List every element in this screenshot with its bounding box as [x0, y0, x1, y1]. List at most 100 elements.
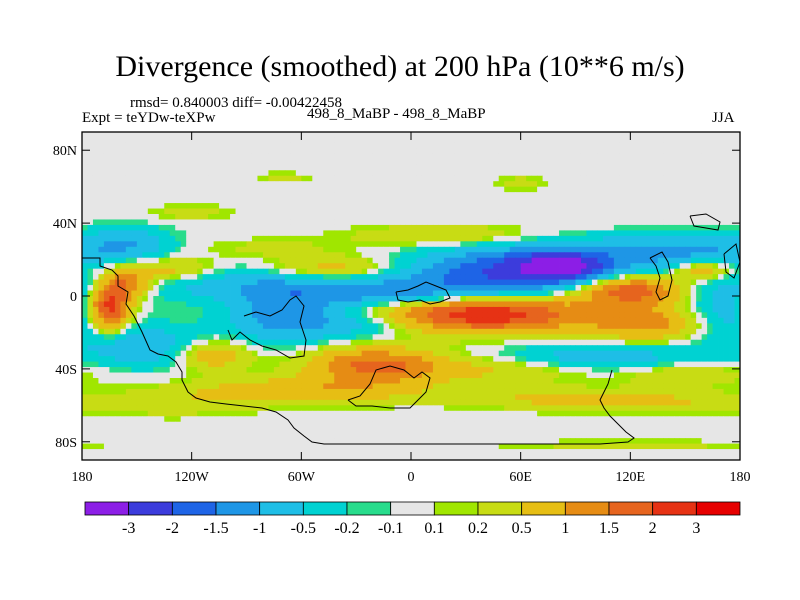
- field-cell: [290, 306, 297, 313]
- field-cell: [350, 142, 357, 149]
- field-cell: [164, 192, 171, 198]
- field-cell: [707, 137, 713, 144]
- field-cell: [279, 263, 286, 270]
- field-cell: [290, 170, 297, 177]
- field-cell: [597, 246, 604, 253]
- field-cell: [465, 197, 472, 204]
- field-cell: [317, 230, 324, 237]
- field-cell: [531, 203, 538, 209]
- field-cell: [685, 285, 692, 291]
- field-cell: [476, 257, 483, 264]
- field-cell: [454, 230, 461, 237]
- field-cell: [411, 257, 417, 264]
- field-cell: [608, 263, 615, 270]
- field-cell: [553, 306, 560, 313]
- field-cell: [668, 334, 675, 341]
- field-cell: [389, 356, 395, 362]
- field-cell: [400, 137, 406, 144]
- field-cell: [98, 170, 105, 177]
- field-cell: [246, 170, 253, 177]
- field-cell: [328, 224, 335, 231]
- field-cell: [443, 241, 450, 248]
- field-cell: [674, 230, 681, 237]
- field-cell: [608, 312, 615, 319]
- field-cell: [251, 186, 258, 193]
- field-cell: [438, 263, 445, 270]
- field-cell: [597, 334, 604, 341]
- field-cell: [235, 285, 242, 291]
- field-cell: [98, 328, 105, 335]
- field-cell: [98, 246, 105, 253]
- field-cell: [498, 334, 505, 341]
- field-cell: [487, 170, 494, 177]
- field-cell: [421, 132, 428, 138]
- field-cell: [559, 197, 565, 204]
- field-cell: [646, 175, 653, 182]
- field-cell: [317, 164, 324, 171]
- field-cell: [723, 285, 730, 291]
- field-cell: [411, 192, 417, 198]
- field-cell: [421, 290, 428, 297]
- field-cell: [443, 279, 450, 286]
- field-cell: [235, 142, 242, 149]
- field-cell: [262, 334, 269, 341]
- field-cell: [301, 285, 308, 291]
- field-cell: [657, 296, 664, 302]
- field-cell: [734, 164, 740, 171]
- field-cell: [526, 274, 533, 280]
- field-cell: [169, 181, 176, 188]
- field-cell: [723, 132, 730, 138]
- field-cell: [580, 159, 587, 166]
- field-cell: [295, 241, 302, 248]
- field-cell: [246, 323, 253, 330]
- field-cell: [257, 279, 264, 286]
- field-cell: [158, 290, 165, 297]
- field-cell: [383, 252, 390, 259]
- field-cell: [591, 164, 598, 171]
- field-cell: [279, 290, 286, 297]
- field-cell: [372, 334, 379, 341]
- field-cell: [608, 159, 615, 166]
- field-cell: [219, 224, 225, 231]
- field-cell: [306, 317, 313, 324]
- field-cell: [416, 323, 423, 330]
- field-cell: [729, 214, 735, 220]
- field-cell: [191, 274, 198, 280]
- field-cell: [372, 219, 379, 226]
- field-cell: [460, 208, 467, 215]
- field-cell: [548, 192, 554, 198]
- field-cell: [120, 142, 127, 149]
- field-cell: [246, 192, 253, 198]
- field-cell: [482, 317, 489, 324]
- field-cell: [526, 192, 533, 198]
- field-cell: [454, 186, 461, 193]
- field-cell: [98, 153, 105, 160]
- field-cell: [597, 317, 604, 324]
- field-cell: [230, 290, 236, 297]
- field-cell: [559, 290, 565, 297]
- field-cell: [701, 246, 708, 253]
- field-cell: [657, 186, 664, 193]
- field-cell: [482, 279, 489, 286]
- field-cell: [191, 328, 198, 335]
- field-cell: [350, 241, 357, 248]
- field-cell: [323, 263, 330, 270]
- field-cell: [696, 274, 703, 280]
- field-cell: [591, 290, 598, 297]
- field-cell: [290, 350, 297, 357]
- field-cell: [696, 186, 703, 193]
- field-cell: [454, 175, 461, 182]
- field-cell: [125, 339, 132, 346]
- field-cell: [241, 148, 247, 155]
- field-cell: [646, 235, 653, 242]
- field-cell: [509, 137, 516, 144]
- field-cell: [531, 252, 538, 259]
- field-cell: [613, 230, 620, 237]
- field-cell: [476, 312, 483, 319]
- field-cell: [279, 214, 286, 220]
- field-cell: [334, 192, 341, 198]
- field-cell: [317, 350, 324, 357]
- field-cell: [515, 203, 522, 209]
- field-cell: [411, 306, 417, 313]
- field-cell: [674, 345, 681, 352]
